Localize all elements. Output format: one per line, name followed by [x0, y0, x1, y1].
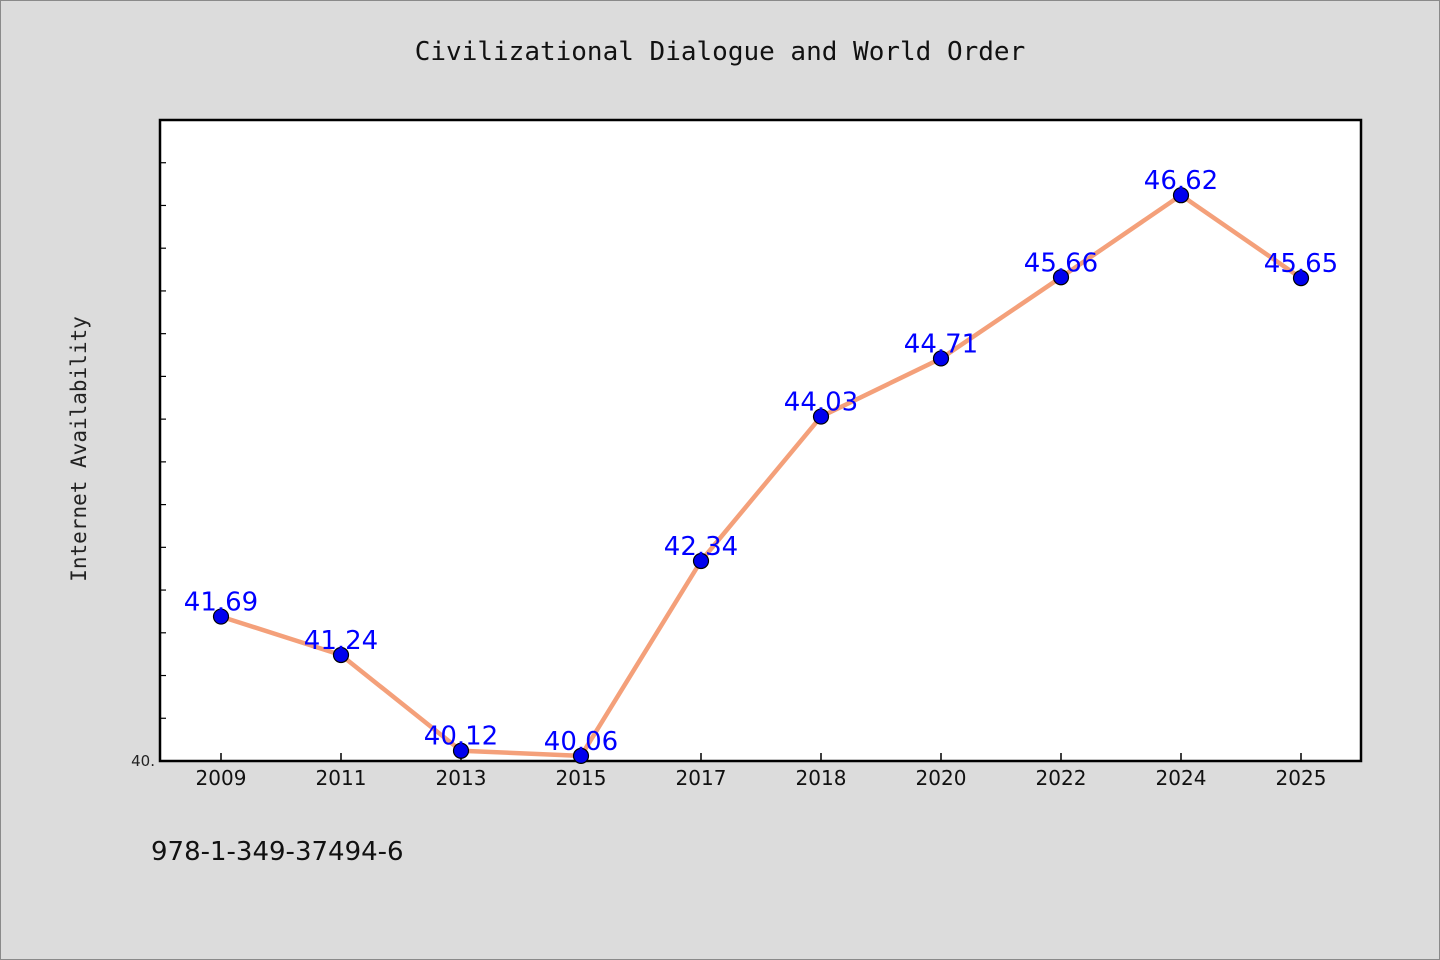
x-tick-label: 2020	[916, 766, 967, 790]
x-tick-label: 2022	[1036, 766, 1087, 790]
data-point	[212, 608, 230, 625]
data-point	[1292, 270, 1310, 287]
data-point	[452, 742, 470, 759]
series-line	[218, 192, 1304, 759]
x-axis-ticks: 2009 2011 2013 2015 2017 2018 2020 2022 2024 2025	[196, 753, 1327, 790]
data-label: 40.12	[424, 722, 498, 752]
data-label: 45.65	[1264, 249, 1338, 279]
data-point	[932, 350, 950, 367]
data-point	[1172, 187, 1190, 204]
data-label: 40.06	[544, 727, 618, 757]
x-tick-label: 2018	[796, 766, 847, 790]
y-minor-ticks	[160, 119, 166, 762]
data-point	[1052, 269, 1070, 286]
data-point	[332, 646, 350, 664]
x-tick-label: 2013	[436, 766, 487, 790]
isbn-text: 978-1-349-37494-6	[151, 837, 404, 867]
y-tick-label: 40.	[131, 752, 155, 770]
x-tick-label: 2024	[1156, 766, 1207, 790]
data-label: 41.69	[184, 588, 258, 618]
data-label: 44.03	[784, 388, 858, 418]
x-tick-label: 2017	[676, 766, 727, 790]
data-label: 44.71	[904, 329, 978, 359]
data-point	[572, 747, 590, 764]
chart-title: Civilizational Dialogue and World Order	[414, 37, 1026, 67]
data-label: 46.62	[1144, 166, 1218, 196]
data-points	[212, 187, 1310, 764]
data-labels: 41.69 41.24 40.12 40.06 42.34 44.03 44.71 45.66…	[184, 166, 1338, 757]
x-tick-label: 2009	[196, 766, 247, 790]
plot-area	[158, 118, 1363, 763]
x-tick-label: 2011	[316, 766, 367, 790]
x-tick-label: 2015	[556, 766, 607, 790]
data-label: 42.34	[664, 532, 738, 562]
data-label: 41.24	[304, 626, 378, 656]
data-label: 45.66	[1024, 248, 1098, 278]
data-point	[812, 408, 830, 425]
x-tick-label: 2025	[1276, 766, 1327, 790]
data-point	[692, 552, 710, 570]
